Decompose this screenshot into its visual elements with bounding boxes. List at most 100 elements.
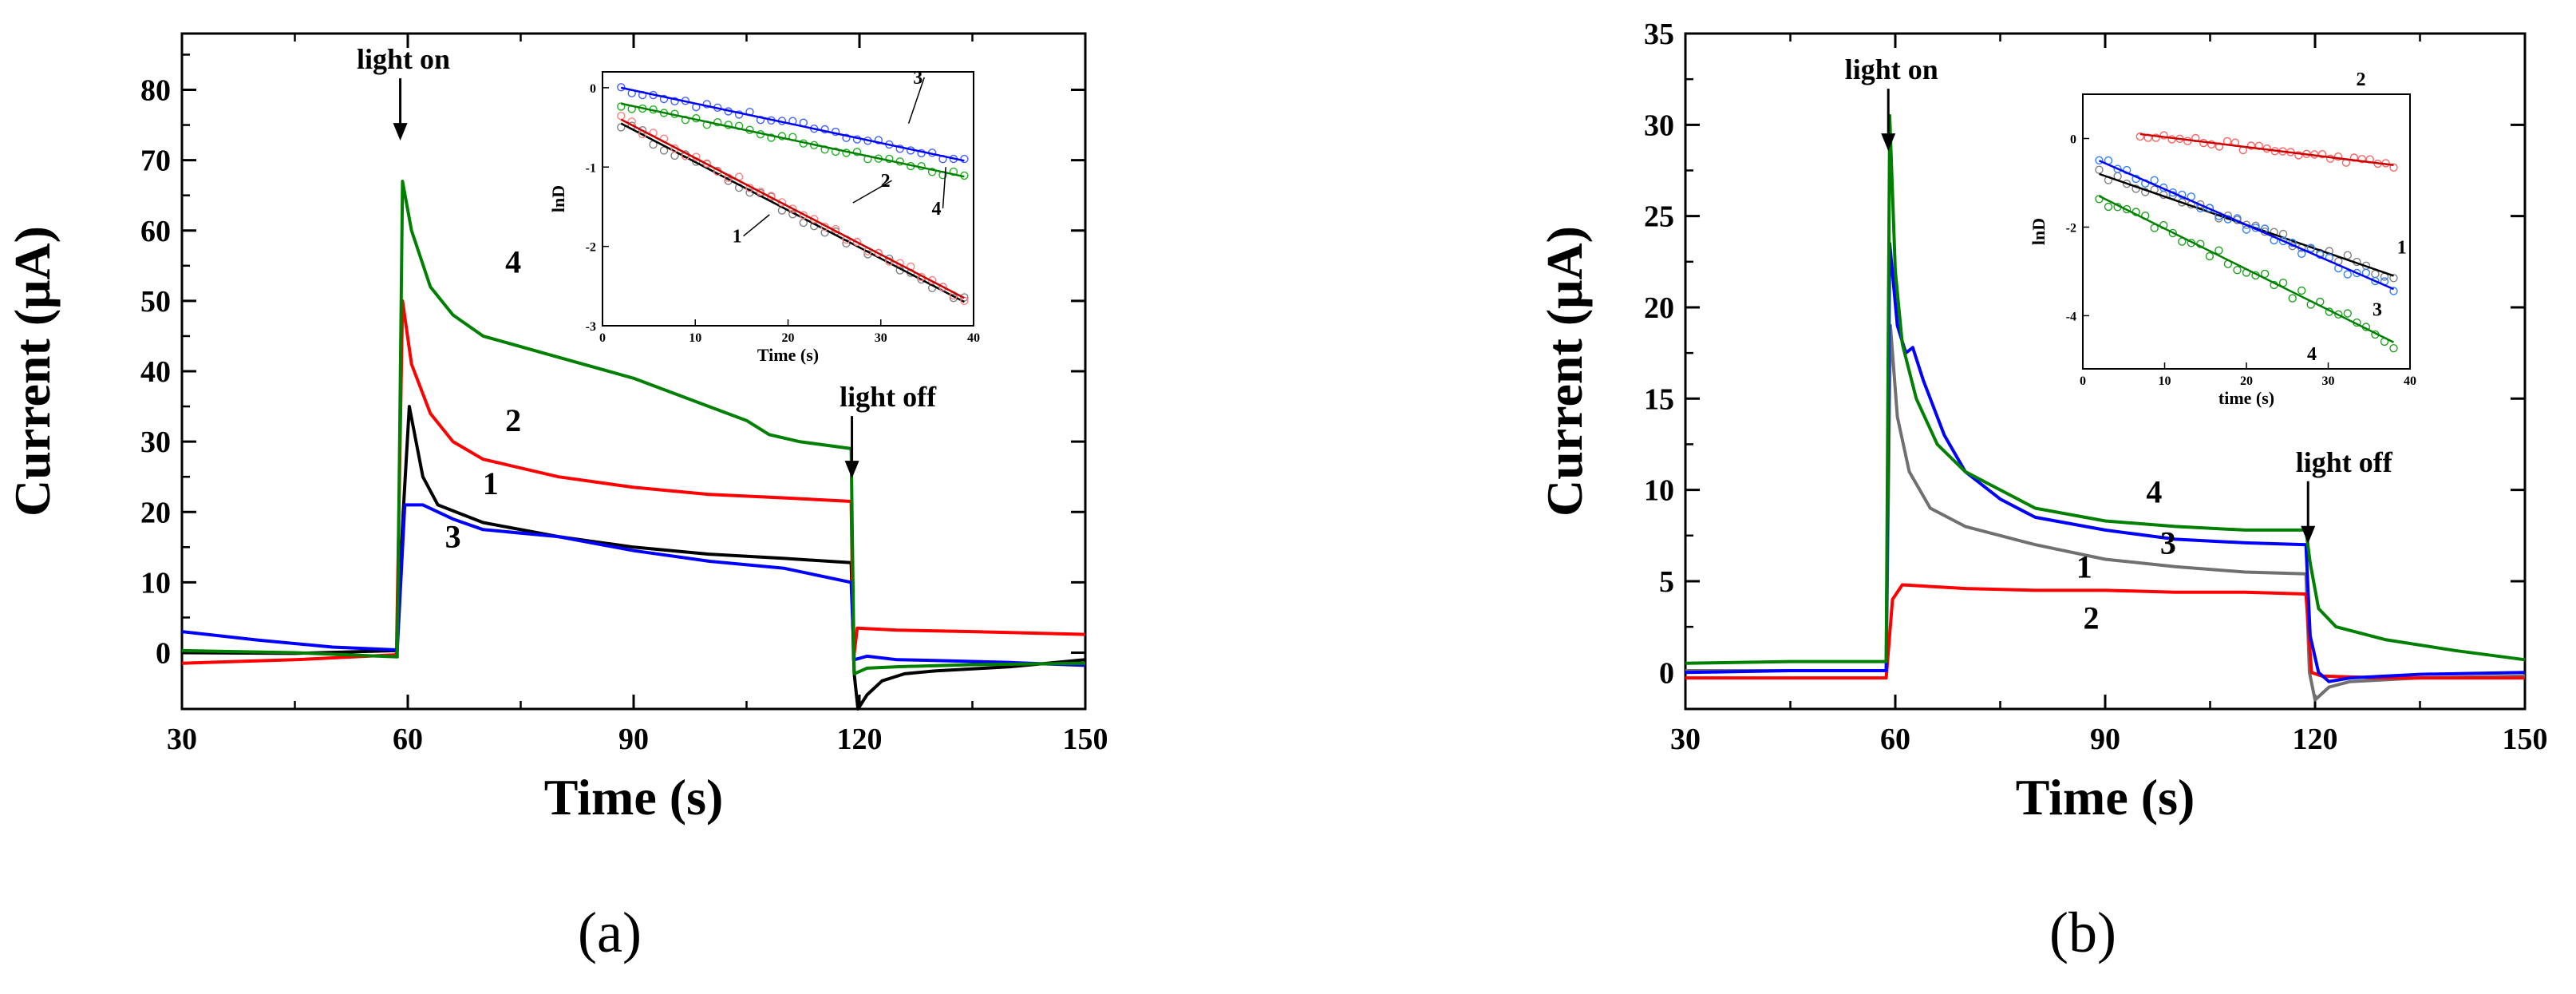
inset-fit-line-2 (620, 118, 965, 299)
series-label-1: 1 (483, 465, 499, 501)
y-tick-label: 5 (1659, 565, 1674, 599)
inset-marker-1 (2095, 165, 2104, 174)
y-tick-label: 35 (1644, 18, 1674, 51)
inset-marker-2 (702, 159, 711, 168)
inset-marker-2 (756, 187, 765, 196)
inset-y-tick-label: -2 (586, 241, 596, 255)
annotation-arrow-1-head (844, 461, 859, 479)
x-tick-label: 60 (393, 723, 423, 756)
inset-label-arrow-3 (907, 77, 925, 124)
annotation-arrow-0-head (393, 123, 408, 141)
inset-y-axis-title: lnD (2029, 218, 2049, 245)
x-tick-label: 120 (837, 723, 883, 756)
inset-x-tick-label: 10 (689, 331, 701, 345)
inset-marker-2 (2135, 132, 2145, 141)
inset-marker-1 (2242, 220, 2251, 229)
inset-marker-2 (2333, 152, 2343, 161)
inset-x-tick-label: 0 (2080, 374, 2086, 388)
series-line-1 (181, 405, 1086, 711)
inset-marker-2 (852, 237, 862, 247)
y-tick-label: 40 (140, 355, 171, 389)
inset-fit-line-4 (620, 102, 965, 178)
inset-marker-3 (2371, 276, 2380, 286)
inset-marker-4 (927, 168, 937, 176)
inset-marker-2 (788, 204, 797, 213)
annotation-light-off: light off (840, 381, 937, 413)
inset-marker-3 (2095, 156, 2104, 165)
inset-label-arrow-2 (852, 180, 892, 204)
inset-marker-2 (2357, 155, 2367, 164)
y-tick-label: 0 (1659, 656, 1674, 690)
inset-x-tick-label: 30 (875, 331, 887, 345)
inset-marker-1 (2343, 251, 2353, 259)
inset-x-tick-label: 10 (2159, 374, 2171, 388)
inset-marker-2 (2294, 151, 2303, 160)
inset-marker-4 (2334, 310, 2343, 319)
x-tick-label: 60 (1880, 723, 1910, 756)
inset-marker-3 (874, 136, 883, 145)
inset-series-label-4: 4 (2307, 344, 2317, 365)
x-axis-title: Time (s) (2016, 769, 2195, 826)
inset-marker-3 (659, 94, 669, 104)
inset-marker-4 (2104, 202, 2113, 212)
series-line-2 (1685, 583, 2525, 680)
inset-marker-3 (2113, 164, 2122, 173)
inset-y-tick-label: 0 (590, 82, 596, 96)
x-tick-label: 30 (167, 723, 197, 756)
inset-x-tick-label: 20 (782, 331, 795, 345)
inset-label-arrow-4 (942, 167, 946, 208)
inset-marker-3 (617, 83, 626, 92)
y-tick-label: 20 (140, 496, 171, 529)
inset-fit-line-3 (620, 86, 965, 162)
inset-marker-2 (2349, 153, 2359, 162)
inset-marker-3 (2168, 188, 2178, 197)
x-tick-label: 120 (2293, 723, 2338, 756)
series-label-2: 2 (505, 402, 521, 438)
inset-series-label-2: 2 (881, 171, 891, 192)
inset-marker-4 (2297, 286, 2306, 295)
inset-marker-4 (852, 148, 862, 156)
inset-x-tick-label: 0 (599, 331, 606, 345)
y-tick-label: 80 (140, 74, 171, 108)
inset-marker-4 (2214, 246, 2223, 255)
inset-series-label-1: 1 (2397, 238, 2407, 259)
inset-marker-4 (713, 117, 722, 127)
inset-x-tick-label: 40 (967, 331, 980, 345)
inset-marker-3 (2343, 270, 2353, 279)
inset-marker-2 (2317, 149, 2327, 159)
series-line-3 (181, 503, 1086, 667)
annotation-light-on: light on (357, 43, 450, 75)
series-label-2: 2 (2083, 600, 2099, 636)
inset-marker-4 (617, 102, 626, 111)
inset-marker-2 (2207, 140, 2216, 149)
inset-marker-4 (2389, 344, 2398, 353)
y-tick-label: 30 (140, 426, 171, 459)
annotation-arrow-0-head (1881, 133, 1896, 152)
inset-marker-4 (831, 147, 840, 156)
inset-marker-2 (2151, 133, 2160, 142)
inset-marker-3 (2353, 268, 2361, 278)
panel-label: (a) (578, 901, 642, 964)
inset-label-arrow-1 (743, 214, 770, 237)
inset-y-tick-label: 0 (2070, 133, 2076, 146)
inset-marker-1 (2270, 228, 2278, 236)
y-tick-label: 0 (156, 637, 171, 671)
inset-x-axis-title: Time (s) (757, 345, 819, 365)
x-axis-title: Time (s) (544, 769, 724, 826)
inset-y-axis-title: lnD (548, 185, 568, 212)
x-tick-label: 90 (618, 723, 649, 756)
inset-y-tick-label: -4 (2066, 310, 2076, 323)
inset-series-label-1: 1 (733, 227, 742, 248)
annotation-light-off: light off (2296, 446, 2393, 478)
inset-marker-2 (938, 283, 947, 291)
series-label-3: 3 (2160, 525, 2176, 561)
y-tick-label: 50 (140, 285, 171, 319)
y-tick-label: 25 (1644, 200, 1674, 234)
inset-fit-line-2 (2139, 133, 2394, 167)
annotation-arrow-1-head (2301, 525, 2316, 544)
x-tick-label: 90 (2090, 723, 2120, 756)
inset-marker-2 (2246, 141, 2256, 150)
